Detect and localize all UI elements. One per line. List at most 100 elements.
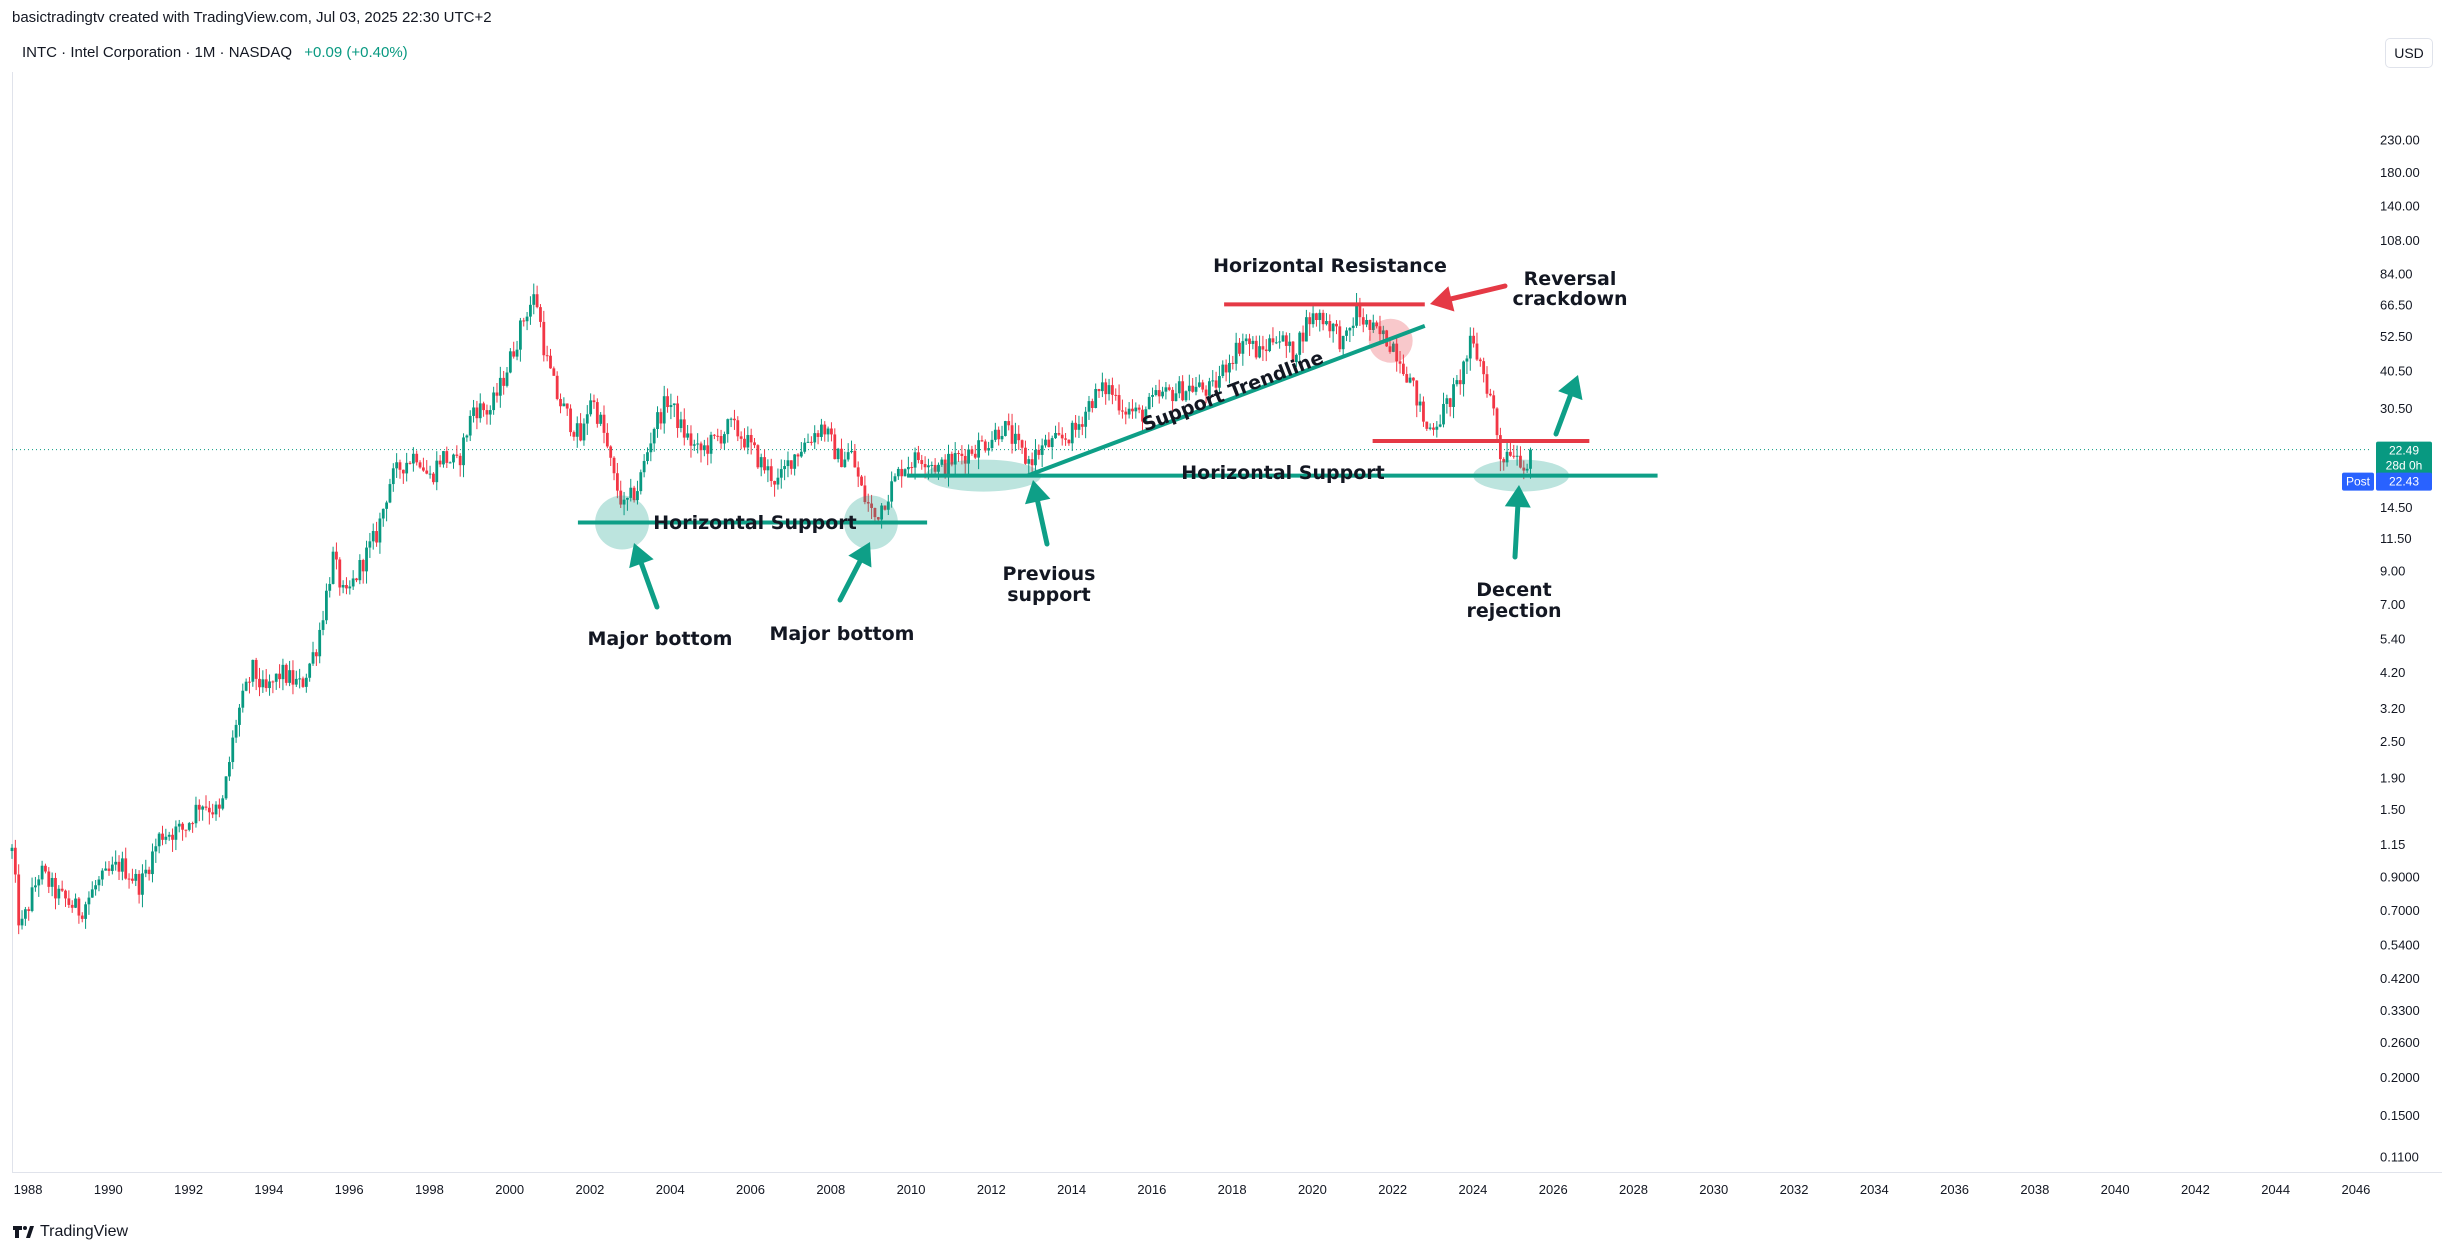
x-tick-24: 2036 [1940, 1182, 1969, 1197]
candle-body-3 [20, 918, 24, 926]
candle-body-52 [184, 829, 188, 831]
candle-body-62 [217, 804, 221, 809]
candle-body-76 [264, 679, 268, 689]
candle-body-160 [545, 355, 549, 357]
candle-body-216 [733, 418, 736, 421]
candle-body-418 [1408, 377, 1412, 383]
candle-body-212 [719, 436, 723, 444]
candle-body-299 [1010, 425, 1014, 444]
candle-body-164 [559, 398, 562, 407]
candle-body-237 [803, 442, 807, 452]
y-tick-13: 5.40 [2380, 631, 2405, 646]
candle-body-103 [355, 578, 358, 581]
candle-body-143 [488, 410, 492, 415]
y-tick-1: 180.00 [2380, 165, 2420, 180]
candle-body-166 [565, 403, 569, 409]
candle-body-19 [74, 898, 77, 908]
candle-body-223 [756, 445, 760, 468]
candle-body-414 [1395, 343, 1399, 362]
y-tick-14: 4.20 [2380, 665, 2405, 680]
candle-body-139 [475, 407, 479, 419]
candle-body-453 [1525, 468, 1529, 471]
candle-body-221 [749, 435, 753, 443]
candle-body-67 [234, 724, 238, 738]
candle-body-294 [993, 429, 997, 440]
candle-body-437 [1472, 335, 1476, 344]
candle-body-174 [592, 400, 596, 403]
candle-body-0 [10, 847, 14, 852]
candle-body-416 [1401, 363, 1405, 375]
candle-body-249 [843, 459, 847, 468]
candle-body-135 [462, 437, 465, 466]
candle-body-100 [345, 585, 348, 589]
candle-body-159 [542, 321, 546, 356]
x-tick-11: 2010 [897, 1182, 926, 1197]
candle-body-377 [1271, 338, 1275, 343]
candle-body-60 [211, 812, 215, 815]
horizontal-support-label-left: Horizontal Support [653, 512, 856, 534]
candle-body-194 [659, 412, 663, 424]
candle-body-306 [1034, 449, 1037, 466]
candle-body-452 [1522, 467, 1526, 471]
candle-body-451 [1519, 455, 1522, 468]
candle-body-170 [579, 423, 582, 441]
decent-rejection-arrow-shaft [1512, 504, 1521, 560]
candle-body-73 [254, 659, 258, 679]
candle-body-277 [937, 464, 940, 472]
candle-body-202 [686, 433, 690, 438]
candle-body-5 [27, 909, 31, 911]
candle-body-147 [502, 377, 506, 386]
candle-body-86 [298, 678, 302, 680]
candle-body-68 [238, 707, 241, 725]
candle-body-240 [813, 433, 817, 443]
candle-body-413 [1391, 343, 1395, 352]
reversal-arrow-head [1430, 286, 1455, 312]
x-tick-9: 2006 [736, 1182, 765, 1197]
candle-body-393 [1325, 321, 1328, 325]
candle-body-284 [960, 453, 964, 456]
candle-body-134 [458, 455, 462, 466]
previous-support-arrow-head [1025, 480, 1051, 505]
x-tick-17: 2022 [1378, 1182, 1407, 1197]
previous-support-label-line1: Previous [1003, 563, 1096, 585]
y-tick-24: 0.3300 [2380, 1003, 2420, 1018]
candle-body-329 [1110, 385, 1114, 395]
bounce-up-arrow-head [1558, 375, 1583, 401]
candle-body-318 [1074, 422, 1078, 430]
currency-button[interactable]: USD [2385, 38, 2433, 68]
candle-body-181 [615, 473, 619, 491]
candle-body-417 [1405, 374, 1409, 383]
candle-body-367 [1238, 342, 1241, 354]
x-tick-1: 1990 [94, 1182, 123, 1197]
symbol-legend[interactable]: INTC · Intel Corporation · 1M · NASDAQ +… [22, 44, 408, 61]
tradingview-icon [13, 1226, 34, 1238]
candle-body-405 [1365, 319, 1368, 325]
candle-body-208 [706, 445, 710, 454]
y-tick-22: 0.5400 [2380, 938, 2420, 953]
candle-body-137 [468, 415, 472, 436]
candle-body-22 [84, 904, 87, 919]
candle-body-406 [1368, 319, 1372, 331]
y-tick-26: 0.2000 [2380, 1070, 2420, 1085]
candle-body-11 [47, 871, 51, 887]
candle-body-402 [1355, 303, 1358, 326]
candle-body-320 [1080, 424, 1084, 427]
candle-body-144 [492, 392, 496, 411]
candle-body-370 [1248, 338, 1251, 344]
candle-body-112 [385, 502, 389, 509]
candle-body-369 [1244, 338, 1248, 342]
candle-body-87 [301, 678, 305, 687]
candle-body-295 [997, 429, 1001, 440]
candle-body-123 [421, 467, 425, 471]
candle-body-118 [405, 462, 409, 474]
candle-body-201 [682, 419, 686, 438]
candle-body-301 [1017, 433, 1021, 441]
candle-body-44 [157, 833, 161, 847]
x-tick-13: 2014 [1057, 1182, 1086, 1197]
candle-body-204 [692, 444, 696, 446]
candle-body-189 [642, 461, 646, 473]
candle-body-46 [164, 836, 168, 840]
decent-rejection-label-line1: Decent [1476, 579, 1551, 601]
chart-pane[interactable] [12, 72, 2373, 1172]
